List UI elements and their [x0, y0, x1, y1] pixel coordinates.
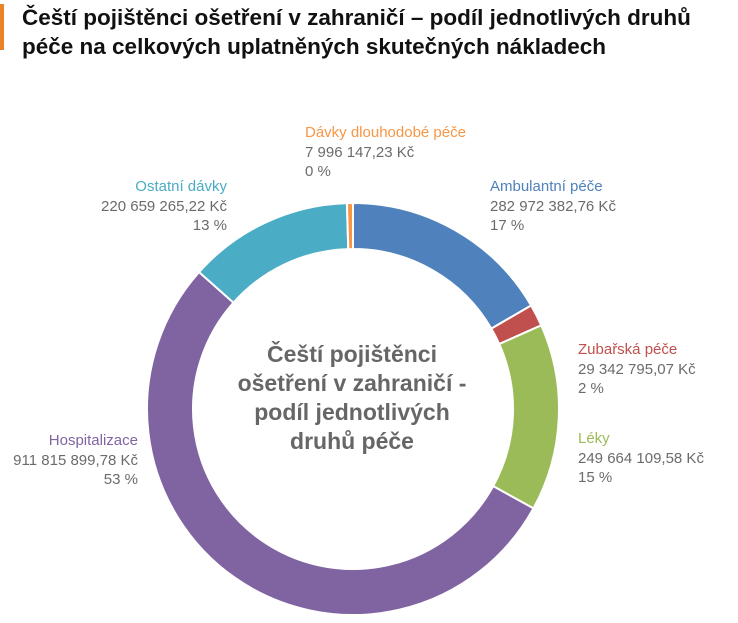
- slice-label-leky: Léky 249 664 109,58 Kč 15 %: [578, 429, 704, 488]
- title-accent-bar: [0, 4, 4, 50]
- slice-label-ostatni: Ostatní dávky 220 659 265,22 Kč 13 %: [101, 177, 227, 236]
- slice-label-percent: 2 %: [578, 380, 604, 397]
- slice-label-hospitalizace: Hospitalizace 911 815 899,78 Kč 53 %: [13, 431, 138, 490]
- donut-center-label: Čeští pojištěnci ošetření v zahraničí - …: [237, 341, 467, 454]
- slice-label-percent: 13 %: [192, 217, 227, 234]
- slice-label-name: Léky: [578, 430, 610, 447]
- slice-label-percent: 0 %: [305, 163, 331, 180]
- slice-label-name: Hospitalizace: [48, 432, 138, 449]
- donut-slice: [146, 270, 535, 616]
- slice-label-percent: 15 %: [578, 469, 613, 486]
- slice-label-value: 282 972 382,76 Kč: [490, 197, 616, 215]
- slice-label-name: Zubařská péče: [578, 341, 678, 358]
- page-title: Čeští pojištěnci ošetření v zahraničí – …: [22, 5, 691, 59]
- slice-label-davky-dlouhodobe: Dávky dlouhodobé péče 7 996 147,23 Kč 0 …: [305, 123, 466, 182]
- slice-label-percent: 53 %: [103, 471, 138, 488]
- slice-label-value: 911 815 899,78 Kč: [13, 451, 138, 469]
- slice-label-name: Dávky dlouhodobé péče: [305, 124, 466, 141]
- slice-label-value: 7 996 147,23 Kč: [305, 143, 415, 161]
- slice-label-zubarska: Zubařská péče 29 342 795,07 Kč 2 %: [578, 340, 696, 399]
- slice-label-value: 249 664 109,58 Kč: [578, 449, 704, 467]
- slice-label-name: Ambulantní péče: [490, 178, 603, 195]
- slice-label-percent: 17 %: [490, 217, 525, 234]
- slice-label-value: 29 342 795,07 Kč: [578, 360, 696, 378]
- donut-slice: [345, 201, 354, 251]
- donut-slices: [146, 201, 560, 616]
- slice-label-value: 220 659 265,22 Kč: [101, 197, 227, 215]
- donut-slice: [491, 324, 560, 510]
- slice-label-name: Ostatní dávky: [135, 178, 227, 195]
- slice-label-ambulantni: Ambulantní péče 282 972 382,76 Kč 17 %: [490, 177, 616, 236]
